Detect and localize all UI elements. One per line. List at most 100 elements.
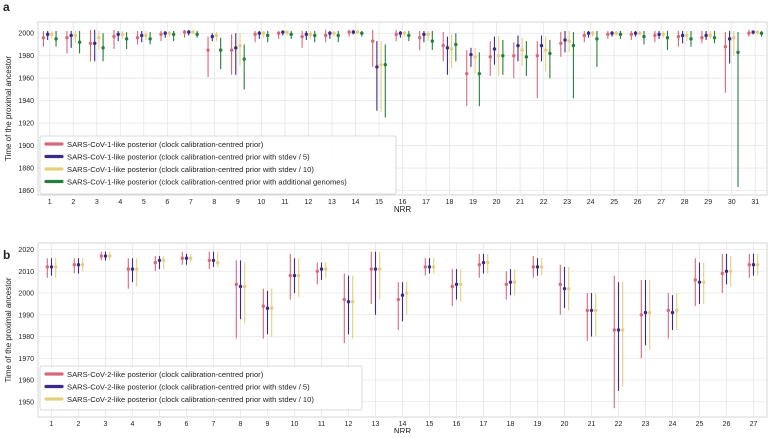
x-tick-label: 17 (480, 421, 488, 428)
data-point (65, 36, 69, 40)
panel-letter: a (3, 0, 10, 14)
data-point (665, 36, 670, 40)
x-tick-label: 4 (118, 199, 122, 206)
x-tick-label: 24 (669, 421, 677, 428)
data-point (653, 33, 657, 38)
y-tick-label: 1860 (18, 188, 34, 195)
data-point (700, 36, 704, 40)
data-point (103, 254, 108, 258)
data-point (751, 263, 756, 267)
data-point (685, 33, 689, 38)
x-tick-label: 10 (258, 199, 266, 206)
x-tick-label: 6 (185, 421, 189, 428)
data-point (72, 263, 77, 267)
data-point (336, 33, 340, 38)
data-point (571, 43, 576, 48)
x-tick-label: 15 (426, 421, 434, 428)
x-tick-label: 13 (328, 199, 336, 206)
y-tick-label: 1900 (18, 143, 34, 150)
data-point (454, 42, 458, 47)
x-tick-label: 14 (399, 421, 407, 428)
data-point (614, 31, 618, 35)
data-point (723, 45, 728, 49)
data-point (289, 32, 293, 37)
y-tick-label: 1960 (18, 378, 34, 385)
x-tick-label: 23 (642, 421, 650, 428)
data-point (304, 32, 309, 37)
x-tick-label: 21 (588, 421, 596, 428)
data-point (308, 32, 313, 37)
data-point (276, 31, 281, 35)
x-tick-label: 5 (142, 199, 146, 206)
x-tick-label: 23 (563, 199, 571, 206)
legend-box (39, 135, 397, 195)
y-tick-label: 1950 (18, 399, 34, 406)
data-point (140, 33, 144, 38)
data-point (618, 32, 623, 37)
data-point (747, 31, 751, 35)
data-point (99, 254, 104, 258)
data-point (712, 36, 717, 40)
data-point (54, 37, 58, 41)
data-point (450, 284, 454, 289)
data-point (261, 304, 265, 308)
data-point (112, 34, 116, 39)
panel-letter: b (3, 248, 10, 262)
data-point (97, 36, 101, 40)
data-point (266, 33, 270, 38)
series-2 (45, 29, 755, 111)
data-point (328, 31, 332, 35)
legend-label: SARS-CoV-1-like posterior (clock calibra… (67, 152, 310, 161)
data-point (257, 31, 262, 35)
x-tick-label: 16 (399, 199, 407, 206)
x-tick-label: 20 (493, 199, 501, 206)
data-point (108, 254, 112, 258)
data-point (400, 293, 405, 297)
data-point (130, 267, 135, 271)
data-point (621, 328, 625, 332)
y-tick-label: 1960 (18, 76, 34, 83)
series-3 (50, 29, 760, 112)
x-tick-label: 26 (634, 199, 642, 206)
y-tick-label: 2000 (18, 31, 34, 38)
data-point (261, 31, 266, 35)
data-point (616, 328, 621, 332)
data-point (195, 32, 199, 37)
data-point (676, 34, 681, 39)
data-point (285, 30, 289, 34)
x-tick-label: 22 (615, 421, 623, 428)
data-point (398, 31, 403, 35)
data-point (729, 269, 733, 273)
data-point (162, 258, 166, 263)
x-tick-label: 12 (305, 199, 313, 206)
data-point (402, 31, 407, 35)
data-point (516, 43, 520, 48)
data-point (567, 39, 571, 43)
data-point (562, 286, 567, 291)
data-point (360, 31, 364, 35)
data-point (473, 55, 477, 59)
data-point (373, 267, 378, 271)
legend: SARS-CoV-2-like posterior (clock calibra… (39, 365, 363, 411)
x-tick-label: 18 (446, 199, 454, 206)
data-point (531, 265, 535, 269)
data-point (253, 32, 257, 37)
legend-box (39, 365, 363, 411)
data-point (292, 273, 297, 278)
data-point (595, 37, 599, 41)
data-point (661, 32, 665, 37)
x-tick-label: 18 (507, 421, 515, 428)
x-tick-label: 8 (239, 421, 243, 428)
data-point (629, 32, 634, 37)
data-point (513, 280, 517, 284)
legend-label: SARS-CoV-1-like posterior (clock calibra… (67, 177, 347, 186)
data-point (189, 256, 193, 260)
legend-label: SARS-CoV-2-like posterior (clock calibra… (67, 395, 314, 404)
data-point (242, 57, 246, 61)
data-point (120, 32, 125, 37)
data-point (167, 31, 172, 35)
series-3 (54, 251, 760, 387)
